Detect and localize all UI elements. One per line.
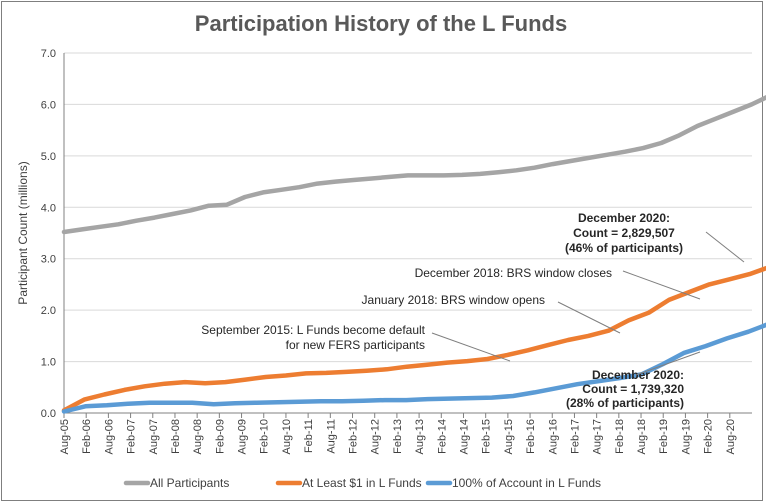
annotation-dec2020_top: Count = 2,829,507 xyxy=(573,226,675,240)
annotation-dec2020_bottom: December 2020: xyxy=(592,368,684,382)
series-line-all-participants xyxy=(61,95,766,235)
x-tick-label: Aug-05 xyxy=(59,419,71,454)
x-tick-label: Aug-17 xyxy=(592,419,604,454)
chart-title: Participation History of the L Funds xyxy=(195,11,567,36)
y-tick-label: 7.0 xyxy=(41,48,56,60)
x-tick-label: Aug-10 xyxy=(281,419,293,454)
legend: All Participants At Least $1 in L Funds 10… xyxy=(123,476,601,490)
x-tick-label: Feb-11 xyxy=(303,419,315,453)
x-tick-label: Feb-12 xyxy=(348,419,360,454)
legend-label-at-least-1-in-l-funds: At Least $1 in L Funds xyxy=(302,476,422,490)
y-tick-label: 2.0 xyxy=(41,305,56,317)
y-axis-label: Participant Count (millions) xyxy=(16,161,30,304)
x-tick-label: Aug-15 xyxy=(503,419,515,454)
x-tick-label: Feb-07 xyxy=(126,419,138,454)
y-tick-label: 6.0 xyxy=(41,99,56,111)
x-tick-label: Aug-20 xyxy=(725,419,737,454)
annotation-jan2018: January 2018: BRS window opens xyxy=(362,293,545,307)
x-tick-label: Aug-18 xyxy=(636,419,648,454)
x-tick-label: Aug-06 xyxy=(103,419,115,454)
y-tick-label: 5.0 xyxy=(41,151,56,163)
x-tick-label: Aug-16 xyxy=(547,419,559,454)
x-tick-label: Feb-06 xyxy=(81,419,93,454)
x-tick-label: Feb-09 xyxy=(214,419,226,454)
annotation-dec2020_top: December 2020: xyxy=(578,211,670,225)
annotation-dec2020_bottom: (28% of participants) xyxy=(566,396,684,410)
annotation-sep2015: for new FERS participants xyxy=(286,338,425,352)
annotation-dec2018: December 2018: BRS window closes xyxy=(415,266,612,280)
x-tick-label: Feb-13 xyxy=(392,419,404,454)
x-tick-label: Aug-13 xyxy=(414,419,426,454)
x-tick-label: Feb-20 xyxy=(703,419,715,454)
annotation-dec2020_top: (46% of participants) xyxy=(565,241,683,255)
annotation-leader-jan2018 xyxy=(557,301,621,334)
y-tick-labels: 0.0 1.0 2.0 3.0 4.0 5.0 6.0 7.0 xyxy=(41,48,56,420)
x-tick-label: Feb-17 xyxy=(569,419,581,454)
annotation-dec2020_bottom: Count = 1,739,320 xyxy=(582,382,684,396)
y-tick-label: 1.0 xyxy=(41,357,56,369)
legend-label-all-participants: All Participants xyxy=(150,476,229,490)
x-tick-label: Aug-07 xyxy=(148,419,160,454)
y-tick-label: 4.0 xyxy=(41,202,56,214)
annotation-leader-dec2018 xyxy=(622,270,701,300)
x-tick-label: Feb-08 xyxy=(170,419,182,454)
x-tick-label: Feb-16 xyxy=(525,419,537,454)
x-tick-label: Aug-14 xyxy=(458,419,470,454)
annotation-leader-dec2020_top xyxy=(705,231,745,263)
x-tick-label: Feb-10 xyxy=(259,419,271,454)
x-tick-label: Aug-19 xyxy=(680,419,692,454)
annotation-sep2015: September 2015: L Funds become default xyxy=(201,323,425,337)
x-tick-labels: Aug-05 Feb-06 Aug-06 Feb-07 Aug-07 Feb-08 Aug-… xyxy=(59,413,737,454)
x-tick-label: Aug-12 xyxy=(370,419,382,454)
x-tick-label: Feb-15 xyxy=(481,419,493,454)
x-tick-label: Aug-11 xyxy=(325,419,337,454)
annotations: December 2020:Count = 2,829,507(46% of p… xyxy=(201,211,745,410)
y-tick-label: 0.0 xyxy=(41,408,56,420)
y-tick-label: 3.0 xyxy=(41,254,56,266)
x-tick-label: Aug-09 xyxy=(237,419,249,454)
x-tick-label: Feb-19 xyxy=(658,419,670,454)
legend-label-full-account-in-l-funds: 100% of Account in L Funds xyxy=(452,476,601,490)
annotation-leader-sep2015 xyxy=(431,332,511,362)
x-tick-label: Feb-18 xyxy=(614,419,626,454)
x-tick-label: Aug-08 xyxy=(192,419,204,454)
x-tick-label: Feb-14 xyxy=(436,419,448,454)
series-line-at-least-1-in-l-funds xyxy=(61,265,766,413)
annotation-leader-dec2020_bottom xyxy=(635,351,701,376)
